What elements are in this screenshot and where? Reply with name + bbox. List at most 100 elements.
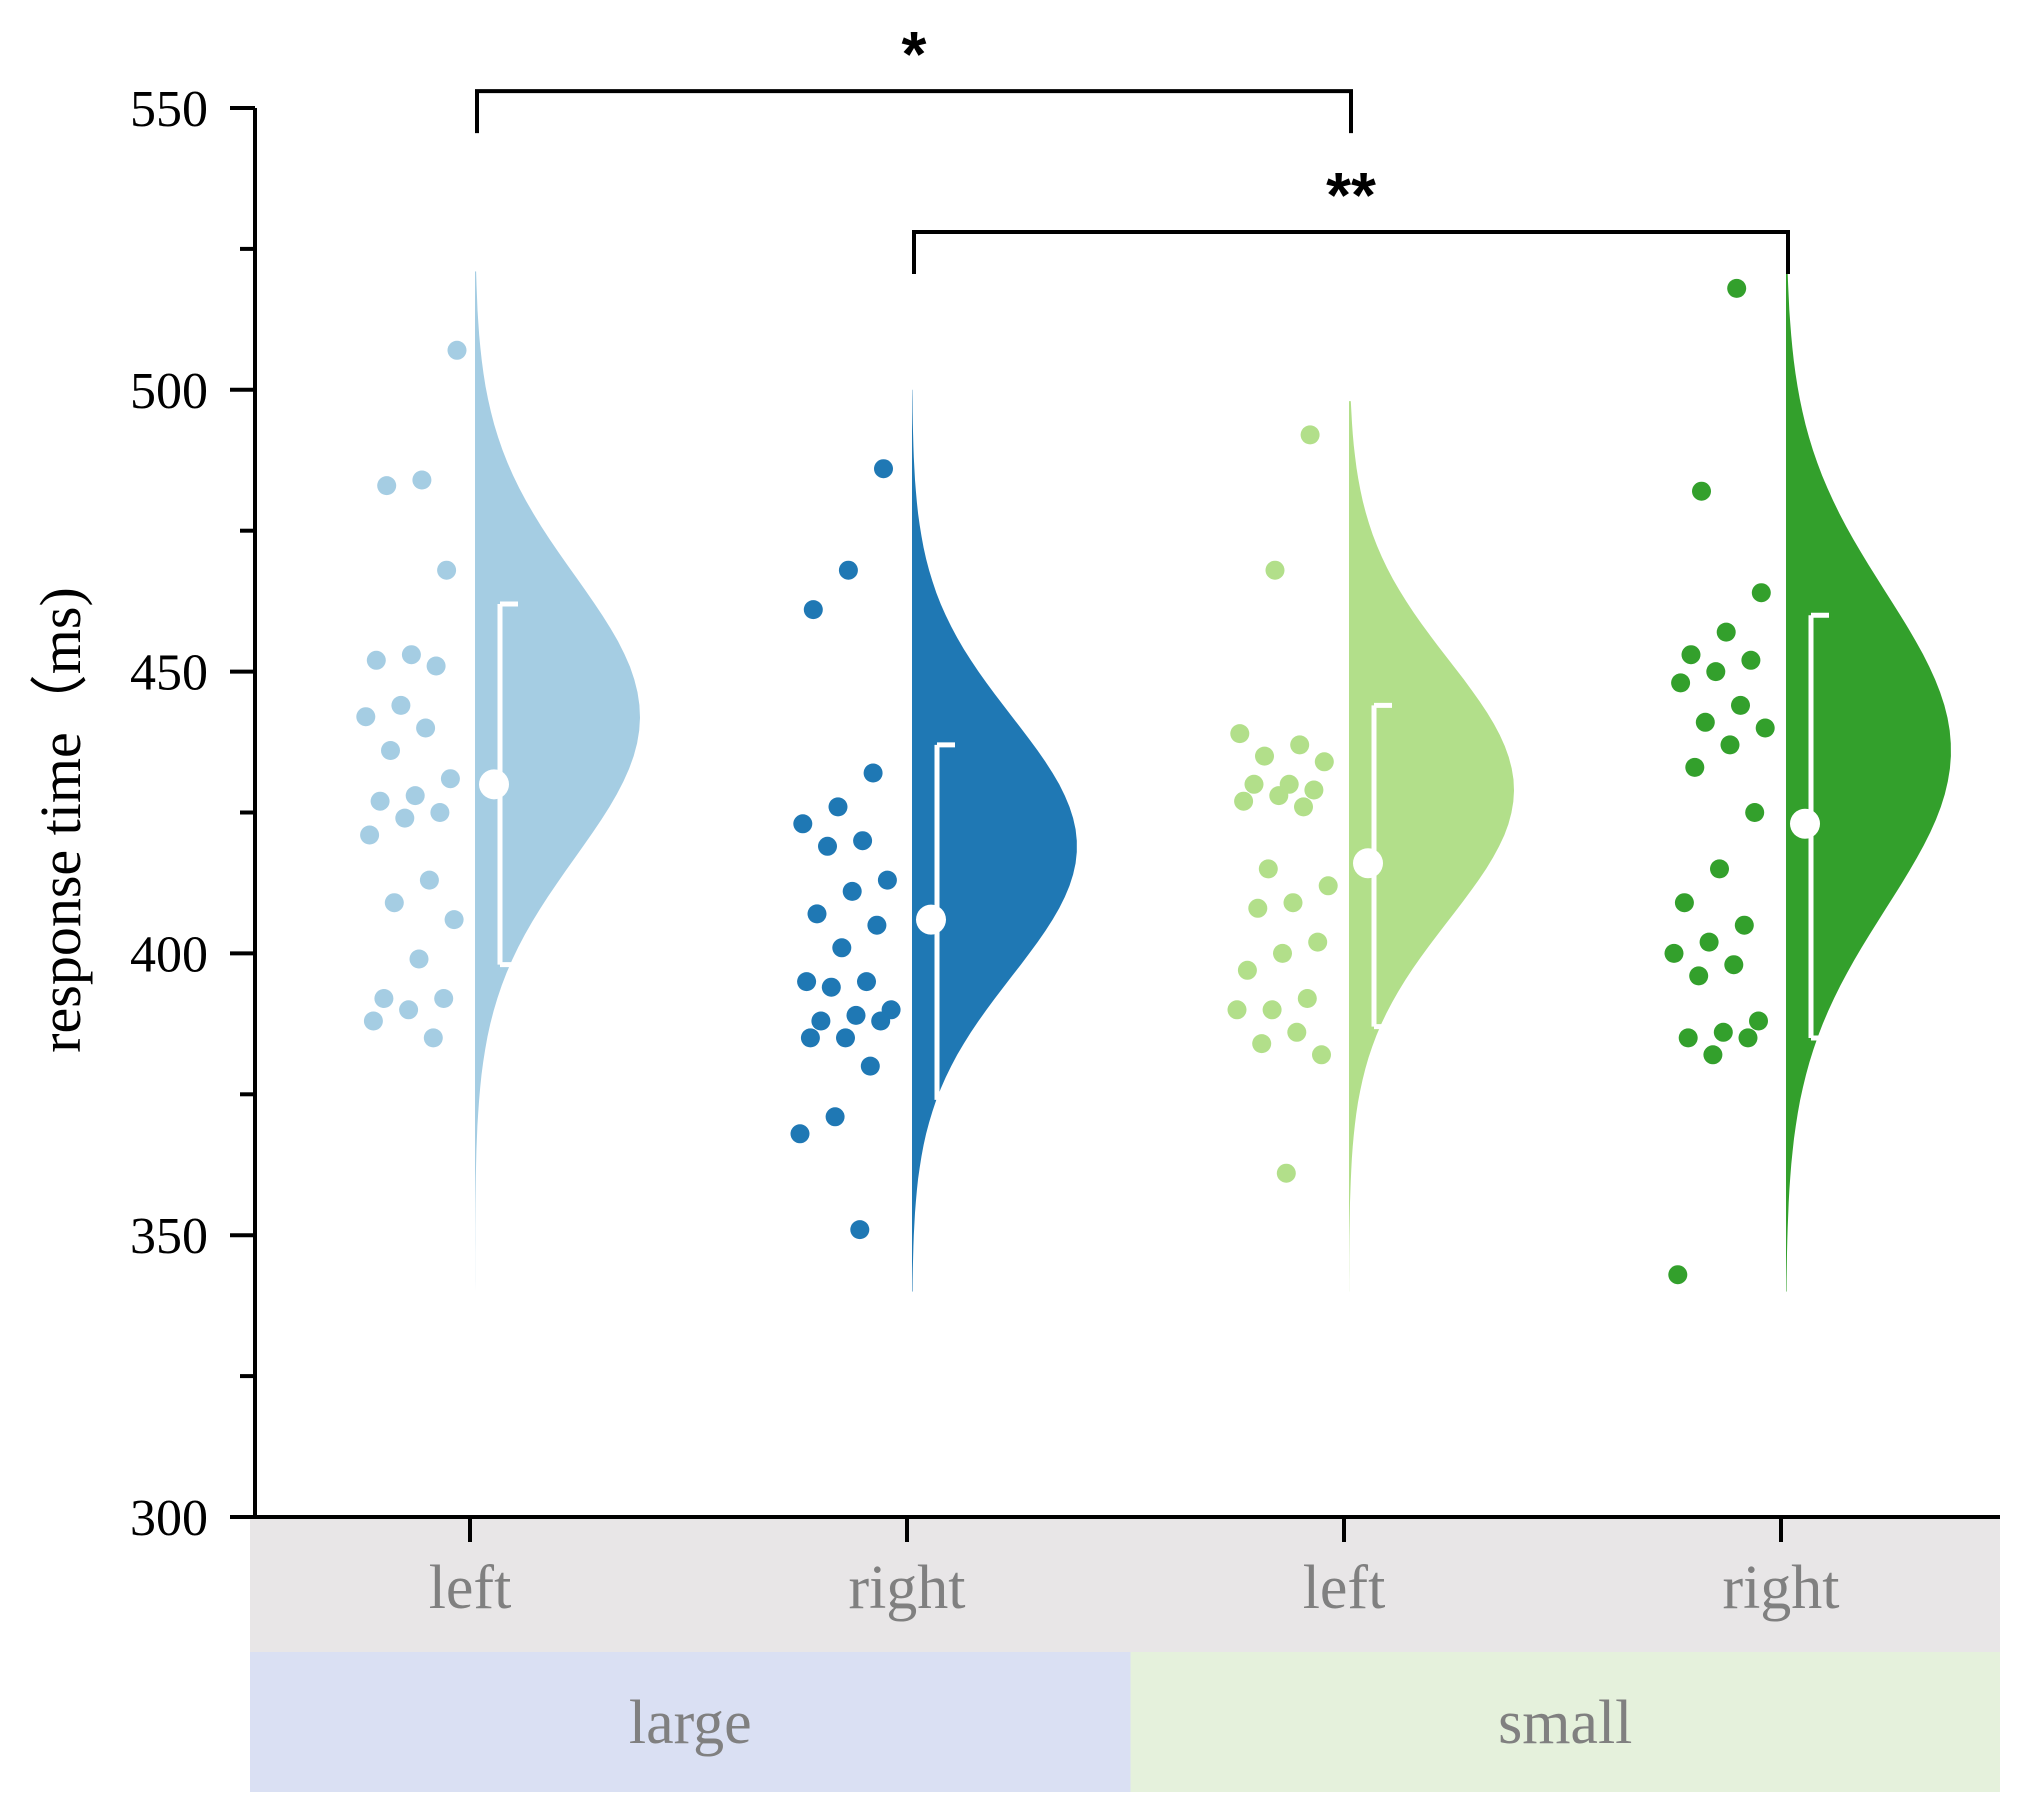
data-point [419,870,439,890]
data-point [384,893,404,913]
data-point [405,786,425,806]
group-label-small: small [1498,1689,1632,1757]
data-point [1724,955,1744,975]
data-point [1671,673,1691,693]
data-point [363,1011,383,1031]
cloud-small-left [1349,401,1514,1292]
data-point [1755,718,1775,738]
data-point [803,600,823,620]
data-point [1255,746,1274,766]
data-point [1297,989,1317,1008]
data-point [1678,1028,1698,1048]
data-point [409,949,429,969]
data-point [1731,695,1750,715]
data-point [444,910,464,930]
cloud-small-right [1786,271,1951,1292]
data-point [807,904,827,924]
data-point [430,803,450,822]
data-point [440,769,460,789]
data-point [828,797,848,817]
data-point [836,1028,855,1048]
y-tick-label: 500 [130,363,208,420]
data-point [447,340,467,360]
mean-marker [1790,808,1820,839]
data-point [370,791,390,811]
data-point [1287,1022,1307,1042]
data-point [1318,876,1338,896]
x-tick-label-right: right [1722,1554,1839,1622]
cloud-large-right [912,389,1077,1292]
cloud-large-left [475,271,640,1292]
group-strip-large [250,1652,1131,1792]
data-point [416,718,436,738]
data-point [366,650,386,670]
data-point [1237,960,1257,980]
data-point [1314,752,1334,772]
data-point [1681,645,1701,665]
data-point [1294,797,1313,817]
data-point [381,741,400,760]
data-point [1668,1265,1688,1285]
data-point [1258,859,1278,879]
x-tick-label-right: right [848,1554,965,1622]
data-point [1262,1000,1282,1020]
data-point [850,1220,870,1240]
data-point [1727,278,1747,298]
data-point [1734,915,1754,935]
data-point [1738,1028,1758,1048]
condition-strip [250,1517,2000,1652]
data-point [1713,1022,1733,1042]
data-point [1741,650,1761,670]
data-point [1300,425,1320,445]
data-point [871,1011,891,1031]
data-point [1304,780,1324,800]
data-point [437,560,457,580]
data-point [374,989,394,1008]
data-point [1273,943,1292,963]
data-point [1312,1045,1331,1065]
y-tick-label: 400 [130,926,208,983]
data-point [874,459,893,479]
data-point [860,1056,880,1076]
data-point [1248,898,1268,918]
data-point [395,808,415,828]
data-point [793,814,813,834]
data-point [797,972,817,992]
data-point [790,1124,810,1144]
y-axis-title: response time（ms) [28,587,93,1053]
data-point [423,1028,443,1048]
significance-bracket [475,89,1353,134]
x-tick-label-left: left [429,1554,512,1622]
data-point [1720,735,1740,755]
data-point [1244,774,1264,794]
data-point [825,1107,845,1127]
data-point [818,836,837,856]
data-point [877,870,897,890]
data-point [1692,481,1711,501]
data-point [1664,943,1684,963]
data-point [1703,1045,1723,1065]
data-point [1227,1000,1247,1020]
y-tick-label: 350 [130,1208,208,1265]
significance-label: ** [1326,159,1376,231]
data-point [360,825,380,845]
data-point [426,656,446,676]
group-strip-small [1130,1652,2000,1792]
group-label-large: large [629,1689,752,1757]
significance-bracket [912,229,1790,274]
data-point [377,476,397,496]
data-point [1751,583,1771,603]
data-point [391,695,411,715]
data-point [1749,1011,1768,1031]
y-tick-label: 300 [130,1490,208,1547]
data-point [1674,893,1694,913]
x-tick-label-left: left [1303,1554,1386,1622]
data-point [1695,712,1715,732]
data-point [1689,966,1709,986]
y-tick-label: 450 [130,645,208,702]
data-point [1290,735,1310,755]
data-point [401,645,421,665]
data-point [1283,893,1303,913]
mean-marker [479,769,509,800]
